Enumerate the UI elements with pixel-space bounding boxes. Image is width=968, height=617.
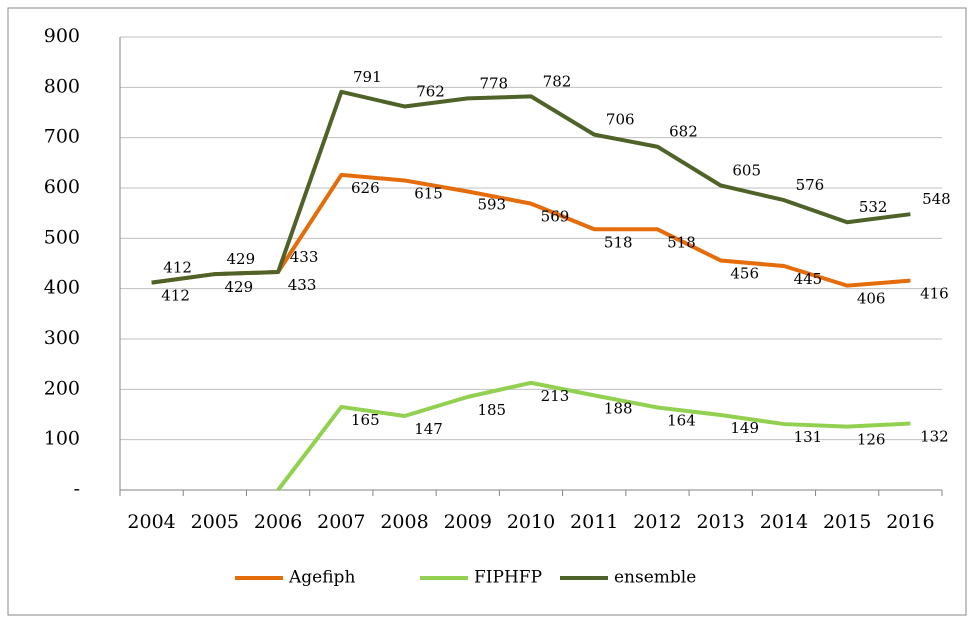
data-label: 532 xyxy=(859,198,888,216)
data-label: 548 xyxy=(922,190,951,208)
data-label: 213 xyxy=(541,387,570,405)
data-label: 569 xyxy=(541,208,570,226)
data-label: 429 xyxy=(225,278,254,296)
data-label: 518 xyxy=(667,233,696,251)
data-label: 185 xyxy=(477,401,506,419)
data-label: 605 xyxy=(732,161,761,179)
legend-label: ensemble xyxy=(614,568,696,588)
data-label: 445 xyxy=(794,270,823,288)
data-label: 132 xyxy=(920,428,949,446)
x-tick-label: 2011 xyxy=(570,511,618,533)
x-tick-label: 2005 xyxy=(191,511,239,533)
data-label: 412 xyxy=(163,259,192,277)
data-label: 188 xyxy=(604,399,633,417)
y-tick-label: 100 xyxy=(44,428,80,450)
data-label: 433 xyxy=(288,276,317,294)
x-tick-label: 2009 xyxy=(444,511,492,533)
x-tick-label: 2008 xyxy=(380,511,428,533)
data-label: 429 xyxy=(227,250,256,268)
data-label: 518 xyxy=(604,233,633,251)
data-label: 164 xyxy=(667,411,696,429)
y-tick-label: 600 xyxy=(44,176,80,198)
series-line xyxy=(151,89,911,285)
y-tick-label: 200 xyxy=(44,377,80,399)
data-label: 149 xyxy=(730,419,759,437)
data-label: 412 xyxy=(161,287,190,305)
data-label: 791 xyxy=(353,68,382,86)
data-label: 615 xyxy=(414,184,443,202)
x-tick-label: 2014 xyxy=(760,511,808,533)
y-tick-label: 400 xyxy=(44,277,80,299)
x-tick-label: 2012 xyxy=(633,511,681,533)
frame xyxy=(7,7,967,616)
x-tick-label: 2016 xyxy=(886,511,934,533)
data-label: 762 xyxy=(416,82,445,100)
y-tick-label: 800 xyxy=(44,75,80,97)
x-tick-label: 2013 xyxy=(697,511,745,533)
legend-label: FIPHFP xyxy=(474,568,542,588)
data-label: 593 xyxy=(477,196,506,214)
data-label: 126 xyxy=(857,431,886,449)
data-label: 131 xyxy=(794,428,823,446)
x-tick-label: 2010 xyxy=(507,511,555,533)
x-tick-label: 2007 xyxy=(317,511,365,533)
data-label: 406 xyxy=(857,290,886,308)
data-label: 165 xyxy=(351,411,380,429)
data-label: 782 xyxy=(543,72,572,90)
data-label: 433 xyxy=(290,248,319,266)
data-label: 626 xyxy=(351,179,380,197)
y-tick-label: 700 xyxy=(44,126,80,148)
data-label: 778 xyxy=(479,74,508,92)
x-tick-label: 2015 xyxy=(823,511,871,533)
x-tick-label: 2004 xyxy=(127,511,175,533)
x-tick-label: 2006 xyxy=(254,511,302,533)
data-label: 147 xyxy=(414,420,443,438)
data-label: 706 xyxy=(606,111,635,129)
data-label: 456 xyxy=(730,264,759,282)
y-tick-label: 300 xyxy=(44,327,80,349)
series-line xyxy=(276,380,911,492)
y-tick-label: - xyxy=(74,478,80,500)
data-label: 416 xyxy=(920,285,949,303)
y-tick-label: 900 xyxy=(44,25,80,47)
legend-label: Agefiph xyxy=(288,568,355,588)
data-label: 576 xyxy=(796,176,825,194)
y-tick-label: 500 xyxy=(44,226,80,248)
data-label: 682 xyxy=(669,123,698,141)
